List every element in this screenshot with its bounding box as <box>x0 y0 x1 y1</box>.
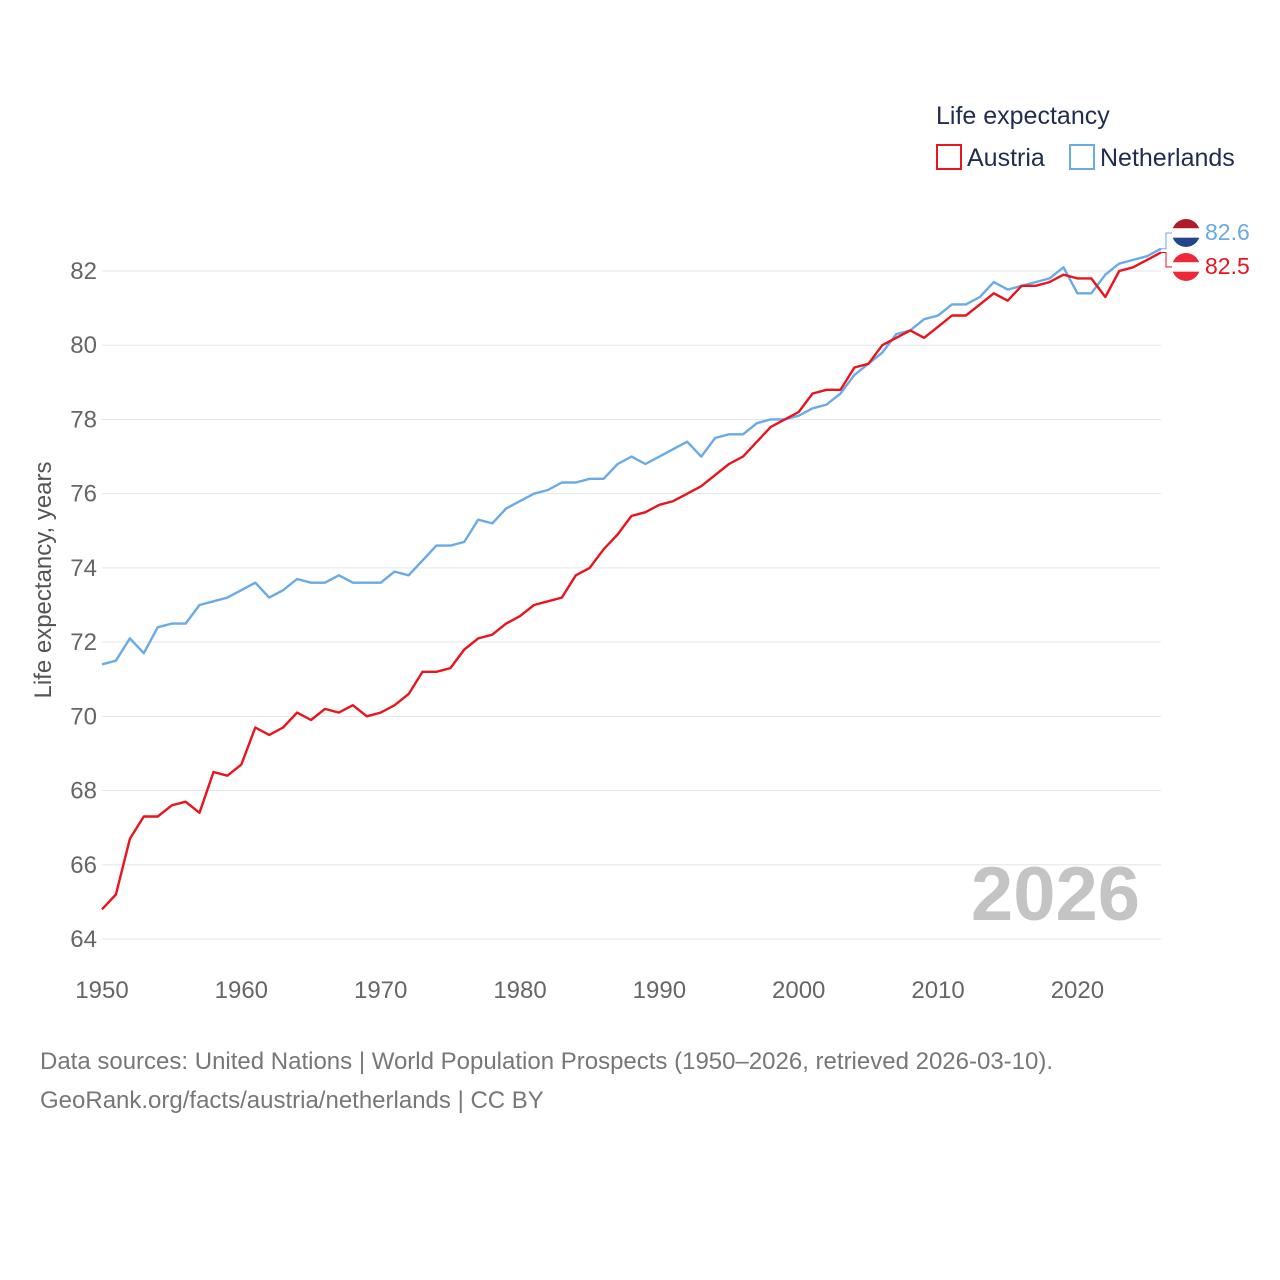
legend-title: Life expectancy <box>936 102 1110 130</box>
data-source-note: Data sources: United Nations | World Pop… <box>40 1048 1054 1075</box>
y-tick-label: 64 <box>70 926 97 953</box>
y-tick-label: 68 <box>70 778 97 805</box>
y-tick-label: 78 <box>70 406 97 433</box>
x-tick-label: 1980 <box>493 977 546 1004</box>
series-line-netherlands <box>101 247 1162 666</box>
x-tick-label: 1990 <box>633 977 686 1004</box>
life-expectancy-chart: 64 66 68 70 72 74 76 78 80 82 1950 1960 1970 1980 199… <box>30 102 1250 1004</box>
source-url[interactable]: GeoRank.org/facts/austria/netherlands | … <box>40 1087 544 1114</box>
connector-netherlands <box>1161 232 1172 250</box>
flag-netherlands-icon <box>1172 219 1200 247</box>
y-axis-title: Life expectancy, years <box>30 461 57 698</box>
x-axis-ticks: 1950 1960 1970 1980 1990 2000 2010 2020 <box>75 977 1104 1004</box>
y-tick-label: 74 <box>70 555 97 582</box>
series-end-markers: 82.6 82.5 <box>1161 219 1250 281</box>
series-line-austria <box>101 251 1162 911</box>
y-tick-label: 76 <box>70 481 97 508</box>
y-tick-label: 72 <box>70 629 97 656</box>
x-tick-label: 2020 <box>1051 977 1104 1004</box>
x-tick-label: 1970 <box>354 977 407 1004</box>
legend-label-austria[interactable]: Austria <box>967 144 1045 172</box>
end-label-austria: 82.5 <box>1205 253 1250 279</box>
x-tick-label: 2000 <box>772 977 825 1004</box>
legend-swatch-netherlands[interactable] <box>1069 144 1095 170</box>
y-tick-label: 82 <box>70 258 97 285</box>
x-tick-label: 2010 <box>911 977 964 1004</box>
footer: Data sources: United Nations | World Pop… <box>40 1042 1260 1120</box>
y-axis-ticks: 64 66 68 70 72 74 76 78 80 82 <box>70 258 97 953</box>
y-tick-label: 66 <box>70 852 97 879</box>
current-year-label: 2026 <box>971 852 1140 937</box>
legend-label-netherlands[interactable]: Netherlands <box>1100 144 1235 172</box>
gridlines <box>102 270 1161 940</box>
x-tick-label: 1950 <box>75 977 128 1004</box>
legend: Life expectancy Austria Netherlands <box>936 102 1235 172</box>
connector-austria <box>1161 251 1172 268</box>
legend-swatch-austria[interactable] <box>936 144 962 170</box>
y-tick-label: 70 <box>70 703 97 730</box>
flag-austria-icon <box>1172 253 1200 281</box>
end-label-netherlands: 82.6 <box>1205 219 1250 245</box>
y-tick-label: 80 <box>70 332 97 359</box>
series-lines <box>101 247 1162 911</box>
x-tick-label: 1960 <box>215 977 268 1004</box>
